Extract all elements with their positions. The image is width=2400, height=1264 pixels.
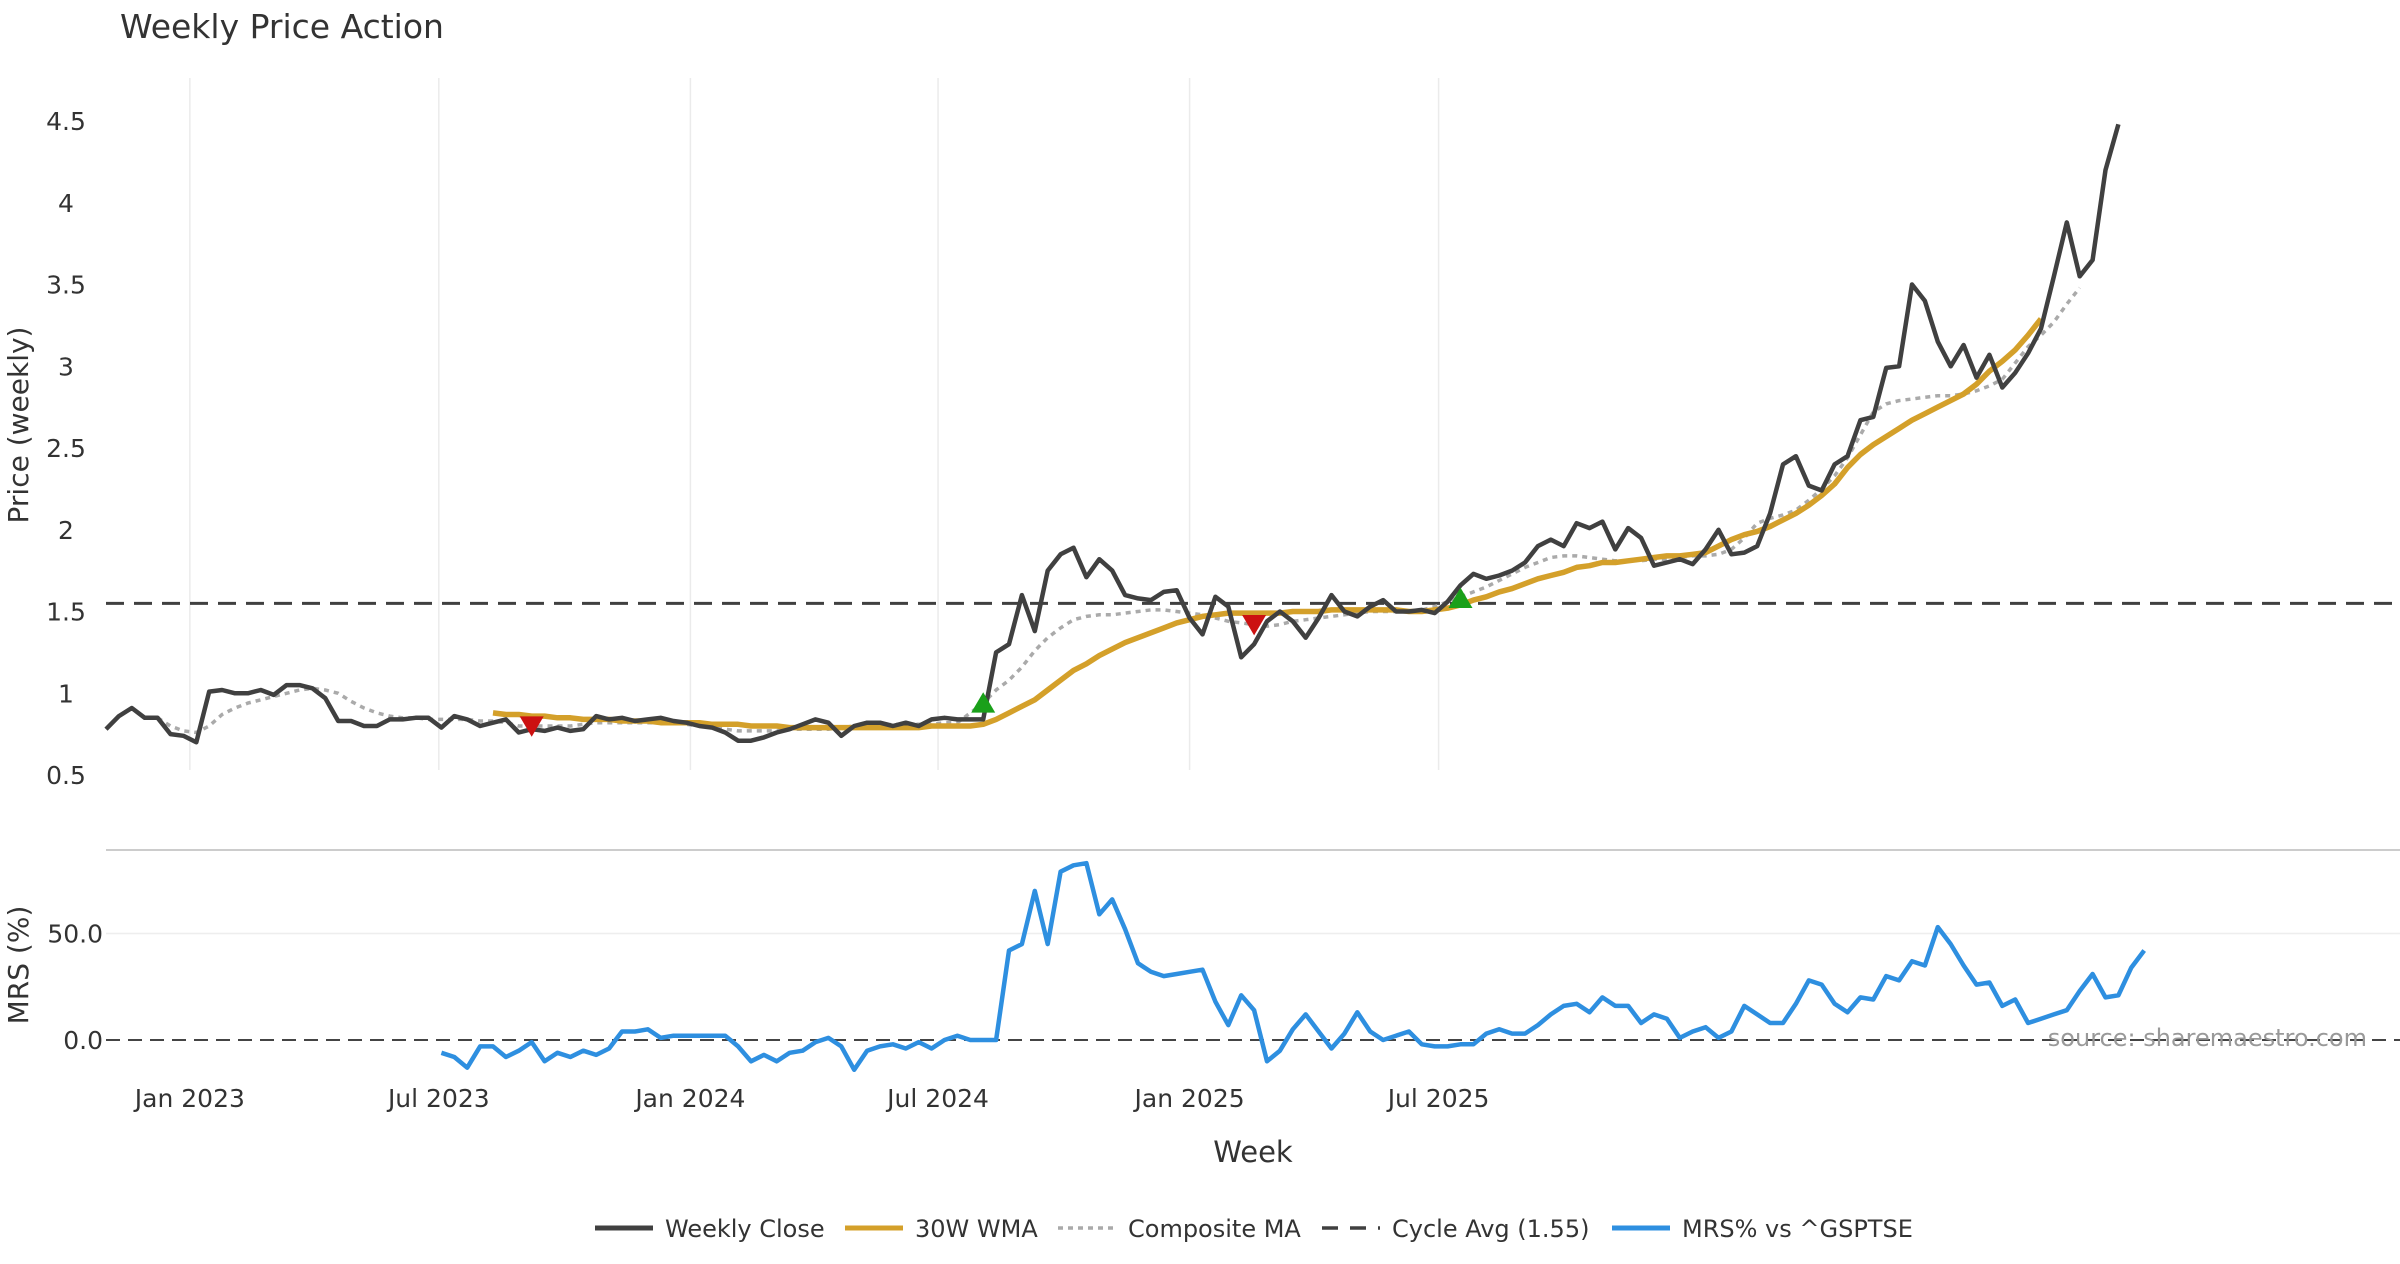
legend: Weekly Close 30W WMA Composite MA Cycle Avg…: [595, 1215, 1913, 1243]
x-tick-labels: Jan 2023 Jul 2023 Jan 2024 Jul 2024 Jan 2025…: [133, 1084, 1490, 1113]
wma-line: [492, 317, 2044, 731]
x-tick-label: Jul 2023: [386, 1084, 490, 1113]
sell-signal-marker: [1242, 614, 1267, 636]
mrs-axis-label: MRS (%): [2, 906, 35, 1025]
weekly-close-line: [104, 123, 2121, 745]
legend-label: Composite MA: [1128, 1215, 1301, 1243]
source-note: source: sharemaestro.com: [2048, 1024, 2367, 1052]
chart-title: Weekly Price Action: [120, 7, 444, 46]
price-y-tick: 1: [58, 679, 74, 708]
vertical-grid: [106, 78, 2400, 935]
price-y-tick: 3.5: [46, 271, 86, 300]
buy-signal-marker: [1448, 587, 1473, 609]
price-y-tick: 1.5: [46, 598, 86, 627]
mrs-y-tick: 0.0: [63, 1026, 103, 1055]
price-y-tick: 3: [58, 352, 74, 381]
x-tick-label: Jan 2024: [633, 1084, 745, 1113]
sell-signal-marker: [519, 716, 544, 737]
price-y-tick: 0.5: [46, 761, 86, 790]
mrs-y-tick: 50.0: [47, 920, 103, 949]
x-tick-label: Jul 2024: [885, 1084, 989, 1113]
price-y-tick: 2: [58, 516, 74, 545]
legend-label: 30W WMA: [915, 1215, 1038, 1243]
mrs-y-axis: 0.0 50.0: [47, 920, 103, 1056]
price-y-axis: 0.5 1 1.5 2 2.5 3 3.5 4 4.5: [46, 107, 86, 790]
legend-label: MRS% vs ^GSPTSE: [1682, 1215, 1913, 1243]
signal-markers-layer: [519, 587, 1473, 737]
price-y-tick: 2.5: [46, 434, 86, 463]
price-axis-label: Price (weekly): [2, 327, 35, 524]
x-tick-label: Jul 2025: [1386, 1084, 1490, 1113]
x-tick-label: Jan 2023: [133, 1084, 245, 1113]
x-tick-label: Jan 2025: [1133, 1084, 1245, 1113]
composite-ma-line: [156, 286, 2082, 735]
x-axis-label: Week: [1213, 1135, 1293, 1169]
price-y-tick: 4.5: [46, 107, 86, 136]
price-series-layer: [104, 123, 2400, 745]
mrs-series-layer: [106, 860, 2400, 1073]
legend-label: Cycle Avg (1.55): [1392, 1215, 1589, 1243]
legend-label: Weekly Close: [665, 1215, 825, 1243]
price-y-tick: 4: [58, 189, 74, 218]
mrs-line: [440, 860, 2146, 1073]
buy-signal-marker: [971, 692, 996, 713]
